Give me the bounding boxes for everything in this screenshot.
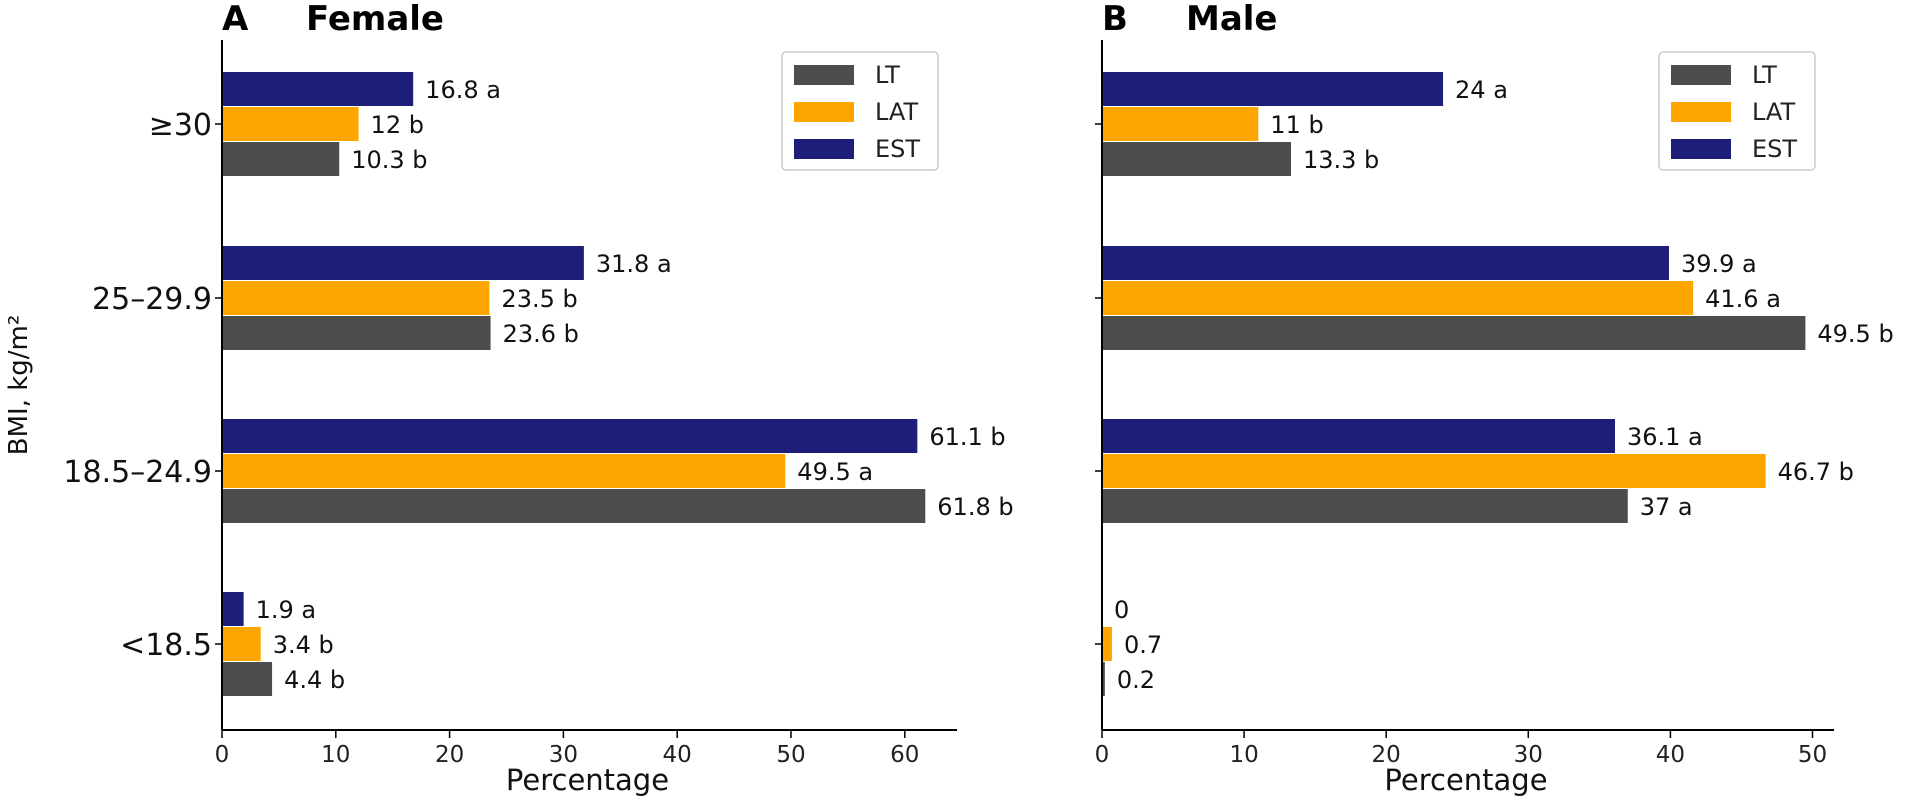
data-label-lat-25-to-29-9: 23.5 b [501, 285, 577, 313]
panel-letter: B [1102, 0, 1128, 39]
data-label-lt-18-5-to-24-9: 37 a [1640, 493, 1693, 521]
legend-label-lat: LAT [1752, 98, 1795, 126]
legend-swatch-est [794, 139, 854, 159]
data-label-lt-lt-18-5: 4.4 b [284, 666, 345, 694]
data-label-est-18-5-to-24-9: 61.1 b [929, 423, 1005, 451]
legend-label-est: EST [1752, 135, 1797, 163]
bar-est-ge-30 [1102, 72, 1444, 106]
x-tick-label-30: 30 [549, 742, 578, 768]
x-tick-label-60: 60 [890, 742, 919, 768]
bar-lt-18-5-to-24-9 [1102, 489, 1628, 523]
data-label-lt-ge-30: 13.3 b [1303, 146, 1379, 174]
bar-lat-25-to-29-9 [222, 281, 490, 315]
data-label-lt-lt-18-5: 0.2 [1117, 666, 1155, 694]
x-tick-label-0: 0 [1095, 742, 1110, 768]
data-label-lat-25-to-29-9: 41.6 a [1705, 285, 1781, 313]
x-tick-label-40: 40 [663, 742, 692, 768]
x-tick-label-50: 50 [776, 742, 805, 768]
data-label-est-lt-18-5: 0 [1114, 596, 1129, 624]
bar-est-25-to-29-9 [1102, 246, 1669, 280]
bar-lt-25-to-29-9 [222, 316, 491, 350]
y-tick-label-25-to-29-9: 25–29.9 [92, 282, 212, 317]
legend-label-lt: LT [1752, 61, 1777, 89]
data-label-est-25-to-29-9: 31.8 a [596, 250, 672, 278]
bar-lat-ge-30 [222, 107, 359, 141]
data-label-lat-lt-18-5: 0.7 [1124, 631, 1162, 659]
panel-male: B Male 0.2 37 a 49.5 b 13.3 b 0.7 46.7 b 41.6 a 1… [1095, 0, 1894, 797]
x-tick-label-20: 20 [435, 742, 464, 768]
bar-est-lt-18-5 [222, 592, 244, 626]
legend-swatch-lt [794, 65, 854, 85]
x-tick-label-40: 40 [1656, 742, 1685, 768]
data-label-lt-18-5-to-24-9: 61.8 b [937, 493, 1013, 521]
panel-female: A Female 4.4 b 61.8 b 23.6 b 10.3 b 3.4 b 49.5 … [63, 0, 1013, 797]
data-label-lat-18-5-to-24-9: 46.7 b [1778, 458, 1854, 486]
bar-lat-25-to-29-9 [1102, 281, 1694, 315]
x-tick-label-0: 0 [215, 742, 230, 768]
panel-title: Female [306, 0, 444, 39]
bar-lt-ge-30 [222, 142, 340, 176]
y-tick-label-lt-18-5: <18.5 [120, 628, 212, 663]
legend-swatch-lat [794, 102, 854, 122]
x-tick-label-30: 30 [1514, 742, 1543, 768]
data-label-lat-ge-30: 12 b [371, 111, 424, 139]
data-label-lt-25-to-29-9: 49.5 b [1817, 320, 1893, 348]
bar-lt-lt-18-5 [222, 662, 273, 696]
data-label-est-18-5-to-24-9: 36.1 a [1627, 423, 1703, 451]
data-label-lat-lt-18-5: 3.4 b [273, 631, 334, 659]
legend-label-lat: LAT [875, 98, 918, 126]
bar-lat-lt-18-5 [1102, 627, 1112, 661]
bar-lt-ge-30 [1102, 142, 1291, 176]
bar-lt-25-to-29-9 [1102, 316, 1806, 350]
bar-lat-18-5-to-24-9 [1102, 454, 1766, 488]
data-label-est-25-to-29-9: 39.9 a [1681, 250, 1757, 278]
panel-letter: A [222, 0, 249, 39]
data-label-lt-ge-30: 10.3 b [351, 146, 427, 174]
data-label-est-ge-30: 16.8 a [425, 76, 501, 104]
legend: LT LAT EST [781, 51, 939, 171]
data-label-est-ge-30: 24 a [1455, 76, 1508, 104]
bar-est-25-to-29-9 [222, 246, 584, 280]
y-tick-label-ge-30: ≥30 [149, 108, 212, 143]
bar-lt-lt-18-5 [1102, 662, 1105, 696]
legend-label-lt: LT [875, 61, 900, 89]
x-tick-label-10: 10 [321, 742, 350, 768]
data-label-lat-18-5-to-24-9: 49.5 a [797, 458, 873, 486]
bar-est-18-5-to-24-9 [222, 419, 918, 453]
legend-swatch-est [1671, 139, 1731, 159]
data-label-lt-25-to-29-9: 23.6 b [503, 320, 579, 348]
legend-label-est: EST [875, 135, 920, 163]
bar-lat-18-5-to-24-9 [222, 454, 786, 488]
legend-swatch-lat [1671, 102, 1731, 122]
bar-est-18-5-to-24-9 [1102, 419, 1615, 453]
bar-est-ge-30 [222, 72, 414, 106]
data-label-lat-ge-30: 11 b [1270, 111, 1323, 139]
y-axis-label: BMI, kg/m² [4, 315, 34, 456]
x-tick-label-10: 10 [1229, 742, 1258, 768]
bar-lat-ge-30 [1102, 107, 1259, 141]
data-label-est-lt-18-5: 1.9 a [256, 596, 317, 624]
x-tick-label-20: 20 [1372, 742, 1401, 768]
x-axis-label: Percentage [1384, 763, 1547, 797]
legend: LT LAT EST [1658, 51, 1816, 171]
panel-title: Male [1186, 0, 1278, 39]
y-tick-label-18-5-to-24-9: 18.5–24.9 [63, 455, 212, 490]
bar-lat-lt-18-5 [222, 627, 261, 661]
x-tick-label-50: 50 [1798, 742, 1827, 768]
legend-swatch-lt [1671, 65, 1731, 85]
x-axis-label: Percentage [506, 763, 669, 797]
bar-lt-18-5-to-24-9 [222, 489, 926, 523]
